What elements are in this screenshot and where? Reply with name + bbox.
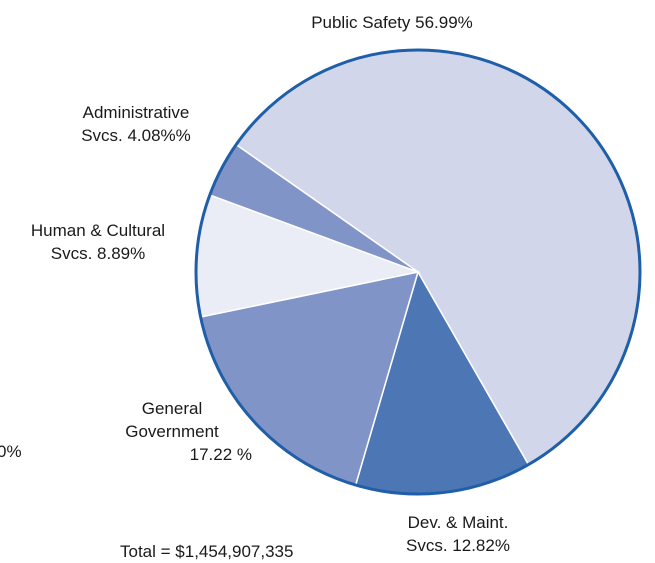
pie-outline — [194, 48, 642, 496]
slice-label-general-government: General Government 17.22 % — [125, 399, 252, 464]
slice-label-administrative-svcs: Administrative Svcs. 4.08%% — [81, 103, 191, 145]
edge-fragment-label: 0% — [0, 442, 22, 461]
slice-label-human-cultural-svcs: Human & Cultural Svcs. 8.89% — [31, 221, 165, 263]
slice-label-dev-maint-svcs: Dev. & Maint. Svcs. 12.82% — [406, 513, 510, 555]
total-label: Total = $1,454,907,335 — [120, 542, 293, 561]
slice-label-public-safety: Public Safety 56.99% — [311, 13, 473, 32]
pie-labels: Public Safety 56.99% Dev. & Maint. Svcs. 1… — [31, 13, 510, 555]
pie-slices — [195, 49, 641, 495]
